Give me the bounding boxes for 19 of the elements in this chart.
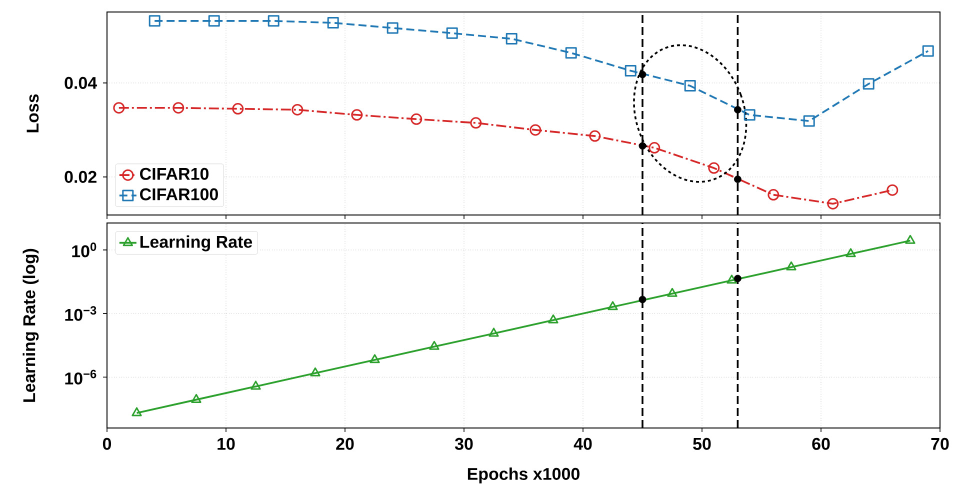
y-tick-label: 10$^{0}$ <box>72 242 96 258</box>
x-tick-label: 10 <box>218 438 235 450</box>
y-axis-title: Learning Rate (log) <box>22 248 39 402</box>
x-tick-label: 50 <box>693 438 711 450</box>
x-tick-label: 30 <box>454 438 473 450</box>
x-tick-label: 60 <box>812 438 830 450</box>
y-tick-label: 10$^{−3}$ <box>65 306 96 321</box>
legend-label: CIFAR10 <box>140 168 209 180</box>
x-tick-label: 0 <box>102 438 112 450</box>
x-axis-title: Epochs x1000 <box>468 467 580 484</box>
legend-label: Learning Rate <box>140 235 252 252</box>
legend-label: CIFAR100 <box>140 188 218 200</box>
y-tick-label: 10$^{−6}$ <box>65 370 96 385</box>
y-tick-label: 0.04 <box>64 76 98 89</box>
y-axis-title: Loss <box>26 94 39 132</box>
y-tick-label: 0.02 <box>64 170 96 183</box>
x-tick-label: 20 <box>336 438 354 450</box>
x-tick-label: 70 <box>931 438 949 450</box>
x-tick-label: 40 <box>574 438 592 450</box>
